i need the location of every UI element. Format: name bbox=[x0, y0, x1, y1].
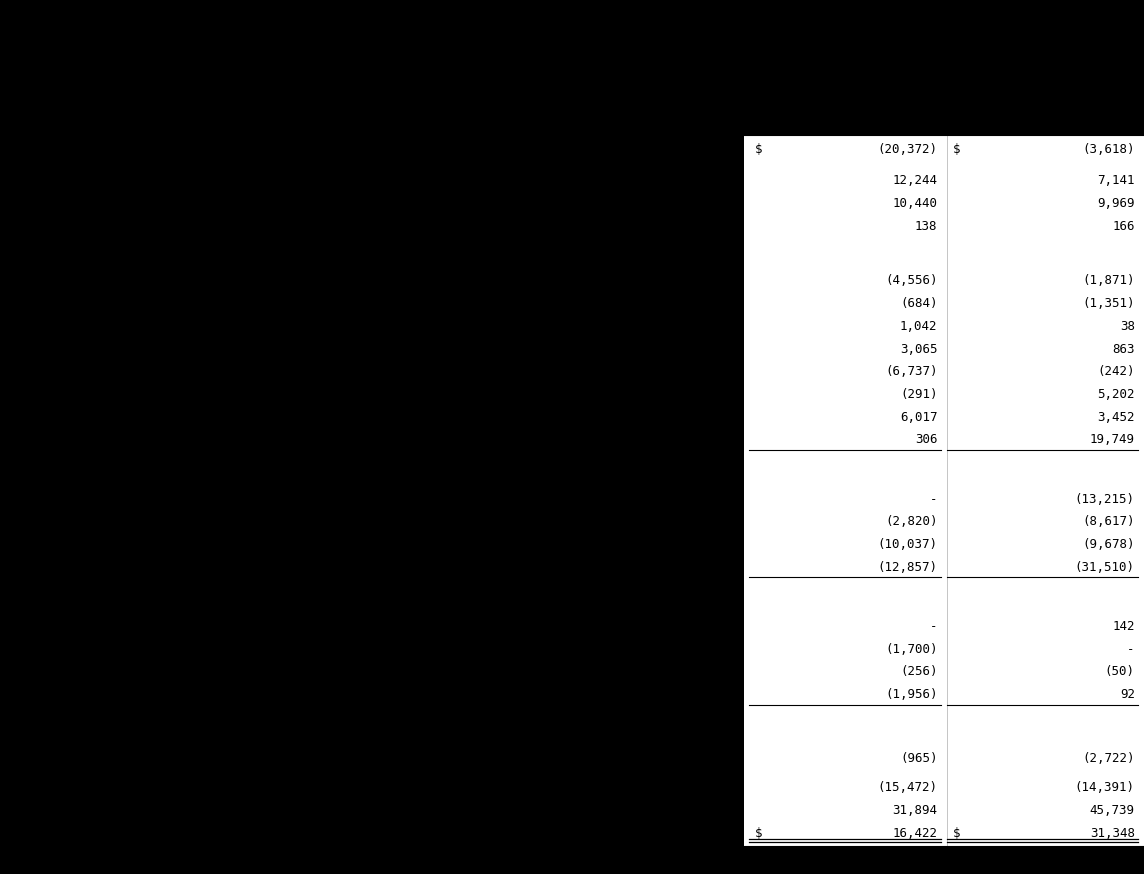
Text: (20,372): (20,372) bbox=[877, 142, 937, 156]
Text: 142: 142 bbox=[1112, 620, 1135, 633]
Text: 5,202: 5,202 bbox=[1097, 388, 1135, 401]
Text: -: - bbox=[930, 620, 937, 633]
Text: 16,422: 16,422 bbox=[892, 827, 937, 840]
Text: 31,348: 31,348 bbox=[1090, 827, 1135, 840]
Text: 38: 38 bbox=[1120, 320, 1135, 333]
Text: (2,820): (2,820) bbox=[885, 516, 937, 528]
Text: 10,440: 10,440 bbox=[892, 198, 937, 210]
Text: (2,722): (2,722) bbox=[1082, 752, 1135, 765]
Text: (1,700): (1,700) bbox=[885, 642, 937, 656]
Text: 6,017: 6,017 bbox=[900, 411, 937, 424]
Text: 19,749: 19,749 bbox=[1090, 434, 1135, 447]
Text: (8,617): (8,617) bbox=[1082, 516, 1135, 528]
Text: 3,452: 3,452 bbox=[1097, 411, 1135, 424]
Text: (9,678): (9,678) bbox=[1082, 538, 1135, 551]
Text: (242): (242) bbox=[1097, 365, 1135, 378]
Text: 92: 92 bbox=[1120, 688, 1135, 701]
Text: (10,037): (10,037) bbox=[877, 538, 937, 551]
Text: -: - bbox=[1127, 642, 1135, 656]
Text: (13,215): (13,215) bbox=[1075, 493, 1135, 505]
Text: (14,391): (14,391) bbox=[1075, 781, 1135, 794]
Text: 3,065: 3,065 bbox=[900, 343, 937, 356]
Text: (12,857): (12,857) bbox=[877, 561, 937, 573]
Text: 45,739: 45,739 bbox=[1090, 804, 1135, 817]
Text: 31,894: 31,894 bbox=[892, 804, 937, 817]
Text: (256): (256) bbox=[900, 665, 937, 678]
Text: $: $ bbox=[952, 827, 960, 840]
Text: (684): (684) bbox=[900, 297, 937, 310]
Text: $: $ bbox=[755, 142, 763, 156]
Text: (15,472): (15,472) bbox=[877, 781, 937, 794]
Text: 863: 863 bbox=[1112, 343, 1135, 356]
Text: 1,042: 1,042 bbox=[900, 320, 937, 333]
Text: (291): (291) bbox=[900, 388, 937, 401]
Text: (3,618): (3,618) bbox=[1082, 142, 1135, 156]
Text: (6,737): (6,737) bbox=[885, 365, 937, 378]
Text: (31,510): (31,510) bbox=[1075, 561, 1135, 573]
Text: $: $ bbox=[952, 142, 960, 156]
Text: 166: 166 bbox=[1112, 220, 1135, 232]
Text: 9,969: 9,969 bbox=[1097, 198, 1135, 210]
Text: 12,244: 12,244 bbox=[892, 175, 937, 187]
Text: 138: 138 bbox=[915, 220, 937, 232]
Text: (4,556): (4,556) bbox=[885, 274, 937, 288]
Text: $: $ bbox=[755, 827, 763, 840]
Bar bbox=[744, 135, 1144, 847]
Text: -: - bbox=[930, 493, 937, 505]
Text: (1,871): (1,871) bbox=[1082, 274, 1135, 288]
Text: (1,956): (1,956) bbox=[885, 688, 937, 701]
Text: 7,141: 7,141 bbox=[1097, 175, 1135, 187]
Text: (965): (965) bbox=[900, 752, 937, 765]
Text: 306: 306 bbox=[915, 434, 937, 447]
Text: (50): (50) bbox=[1105, 665, 1135, 678]
Text: (1,351): (1,351) bbox=[1082, 297, 1135, 310]
